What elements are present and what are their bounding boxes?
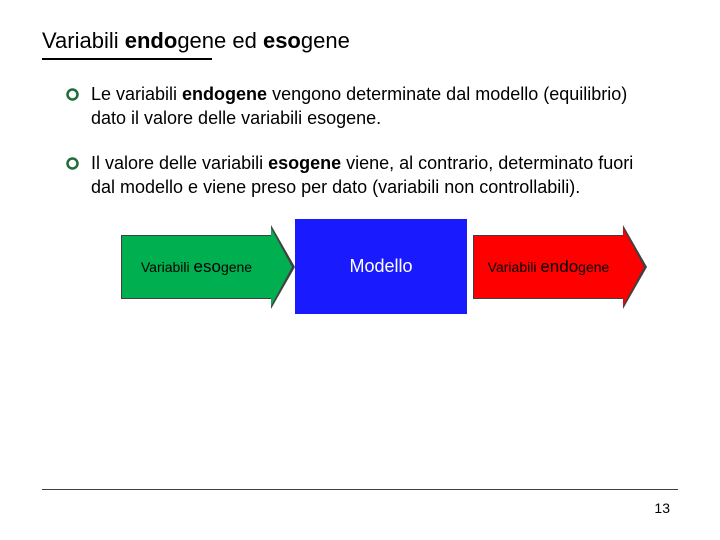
left-arrow-label: Variabili esogene <box>141 257 252 277</box>
flow-diagram: Variabili esogene Modello Variabili endo… <box>66 219 678 314</box>
page-number: 13 <box>654 500 670 516</box>
footer-rule <box>42 489 678 491</box>
bullet-text: Le variabili endogene vengono determinat… <box>91 82 648 131</box>
circle-bullet-icon <box>66 157 79 170</box>
left-arrow: Variabili esogene <box>121 235 271 299</box>
right-arrow: Variabili endogene <box>473 235 623 299</box>
slide-title: Variabili endogene ed esogene <box>42 28 678 54</box>
title-underline <box>42 58 212 60</box>
bullet-item: Il valore delle variabili esogene viene,… <box>66 151 678 200</box>
center-box-label: Modello <box>349 256 412 277</box>
bullet-text: Il valore delle variabili esogene viene,… <box>91 151 648 200</box>
right-arrow-label: Variabili endogene <box>488 257 610 277</box>
center-box: Modello <box>295 219 467 314</box>
circle-bullet-icon <box>66 88 79 101</box>
bullet-item: Le variabili endogene vengono determinat… <box>66 82 678 131</box>
